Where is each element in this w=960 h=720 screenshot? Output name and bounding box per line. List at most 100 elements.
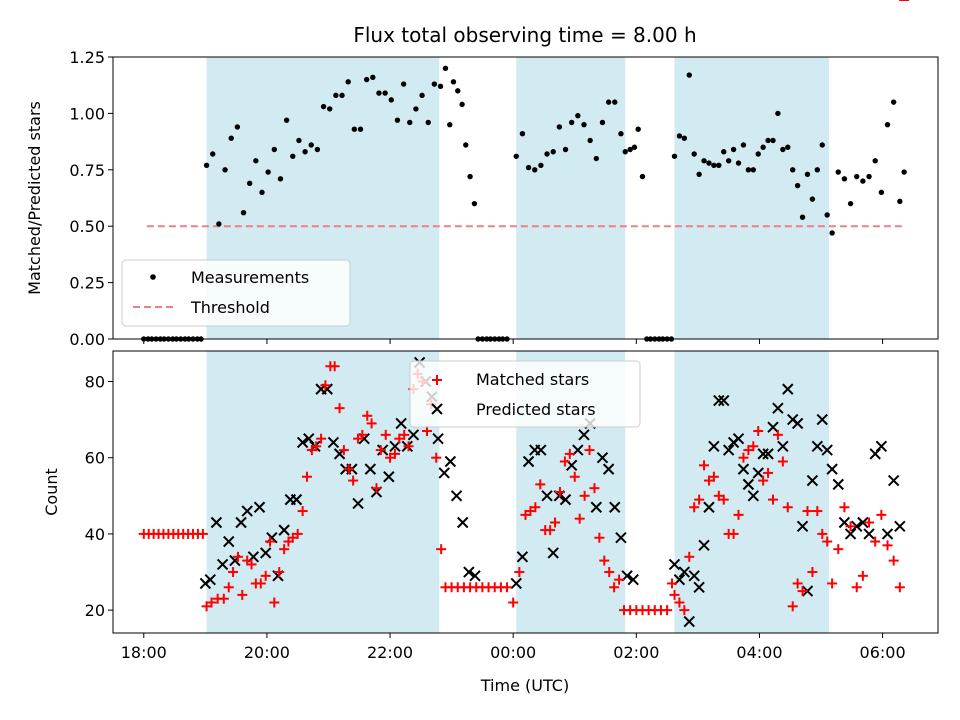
measurement-point	[635, 126, 640, 131]
y-tick-label: 1.00	[69, 104, 105, 123]
measurement-point	[785, 145, 790, 150]
measurement-point	[820, 142, 825, 147]
measurement-point	[891, 99, 896, 104]
measurement-point	[711, 163, 716, 168]
measurement-point	[210, 151, 215, 156]
measurement-point	[538, 163, 543, 168]
measurement-point	[389, 97, 394, 102]
measurement-point	[751, 167, 756, 172]
measurement-point	[569, 120, 574, 125]
measurement-point	[829, 230, 834, 235]
measurement-point	[810, 196, 815, 201]
measurement-point	[901, 169, 906, 174]
measurement-point	[358, 126, 363, 131]
measurement-point	[632, 145, 637, 150]
measurement-point	[438, 84, 443, 89]
x-tick-label: 18:00	[121, 643, 167, 662]
count-legend: Matched stars Predicted stars	[410, 361, 640, 427]
y-tick-label: 80	[85, 372, 105, 391]
legend-predicted-label: Predicted stars	[476, 400, 596, 419]
y-tick-label: 0.00	[69, 330, 105, 349]
measurement-point	[575, 113, 580, 118]
measurement-point	[395, 117, 400, 122]
measurement-point	[229, 136, 234, 141]
y-tick-label: 1.25	[69, 48, 105, 67]
ratio-x-ticks	[144, 339, 883, 344]
count-y-label: Count	[42, 468, 61, 516]
measurement-point	[443, 66, 448, 71]
measurement-point	[623, 149, 628, 154]
measurement-point	[333, 93, 338, 98]
measurement-point	[339, 93, 344, 98]
measurement-point	[259, 190, 264, 195]
chart-title: Flux total observing time = 8.00 h	[353, 23, 696, 47]
measurement-point	[618, 131, 623, 136]
measurement-point	[800, 214, 805, 219]
measurement-point	[290, 154, 295, 159]
measurement-point	[842, 176, 847, 181]
measurement-point	[459, 102, 464, 107]
ratio-panel: 0.000.250.500.751.001.25 Matched/Predict…	[25, 48, 938, 349]
chart: Flux total observing time = 8.00 h 0.00 0…	[0, 0, 960, 720]
measurement-point	[600, 120, 605, 125]
measurement-point	[278, 176, 283, 181]
measurement-point	[726, 158, 731, 163]
measurement-point	[364, 77, 369, 82]
measurement-point	[309, 142, 314, 147]
measurement-point	[873, 158, 878, 163]
measurement-point	[790, 167, 795, 172]
measurement-point	[272, 147, 277, 152]
measurement-point	[463, 142, 468, 147]
observing-window-2	[516, 57, 625, 339]
measurement-point	[302, 149, 307, 154]
y-tick-label: 0.75	[69, 161, 105, 180]
measurement-point	[805, 172, 810, 177]
measurement-point	[407, 120, 412, 125]
measurement-point	[451, 79, 456, 84]
measurement-point	[204, 163, 209, 168]
measurement-point	[557, 124, 562, 129]
measurement-point	[879, 190, 884, 195]
measurement-point	[216, 221, 221, 226]
measurement-point	[741, 142, 746, 147]
measurement-point	[594, 156, 599, 161]
measurement-point	[544, 151, 549, 156]
measurement-point	[432, 81, 437, 86]
legend-threshold-label: Threshold	[190, 298, 270, 317]
measurement-point	[721, 149, 726, 154]
x-tick-label: 02:00	[613, 643, 659, 662]
measurement-point	[606, 99, 611, 104]
measurement-point	[836, 169, 841, 174]
measurement-point	[775, 111, 780, 116]
y-tick-label: 0.25	[69, 274, 105, 293]
x-tick-label: 04:00	[736, 643, 782, 662]
measurement-point	[691, 151, 696, 156]
measurement-point	[897, 199, 902, 204]
x-tick-label: 06:00	[860, 643, 906, 662]
measurement-point	[352, 126, 357, 131]
measurement-point	[848, 201, 853, 206]
measurement-point	[672, 154, 677, 159]
measurement-point	[780, 147, 785, 152]
measurement-point	[370, 75, 375, 80]
ratio-y-label: Matched/Predicted stars	[25, 101, 44, 295]
measurement-point	[265, 169, 270, 174]
measurement-point	[736, 160, 741, 165]
measurement-point	[765, 138, 770, 143]
legend-matched-label: Matched stars	[476, 370, 589, 389]
measurement-point	[413, 106, 418, 111]
measurement-point	[866, 174, 871, 179]
measurement-point	[640, 174, 645, 179]
observing-window-3	[674, 57, 829, 339]
measurement-point	[253, 158, 258, 163]
x-tick-label: 20:00	[244, 643, 290, 662]
measurement-point	[284, 117, 289, 122]
measurement-point	[315, 147, 320, 152]
count-y-axis: 20406080	[85, 372, 113, 620]
measurement-point	[241, 210, 246, 215]
y-tick-label: 40	[85, 525, 105, 544]
measurement-point	[467, 174, 472, 179]
measurement-point	[532, 167, 537, 172]
measurement-point	[885, 122, 890, 127]
measurement-point	[345, 79, 350, 84]
